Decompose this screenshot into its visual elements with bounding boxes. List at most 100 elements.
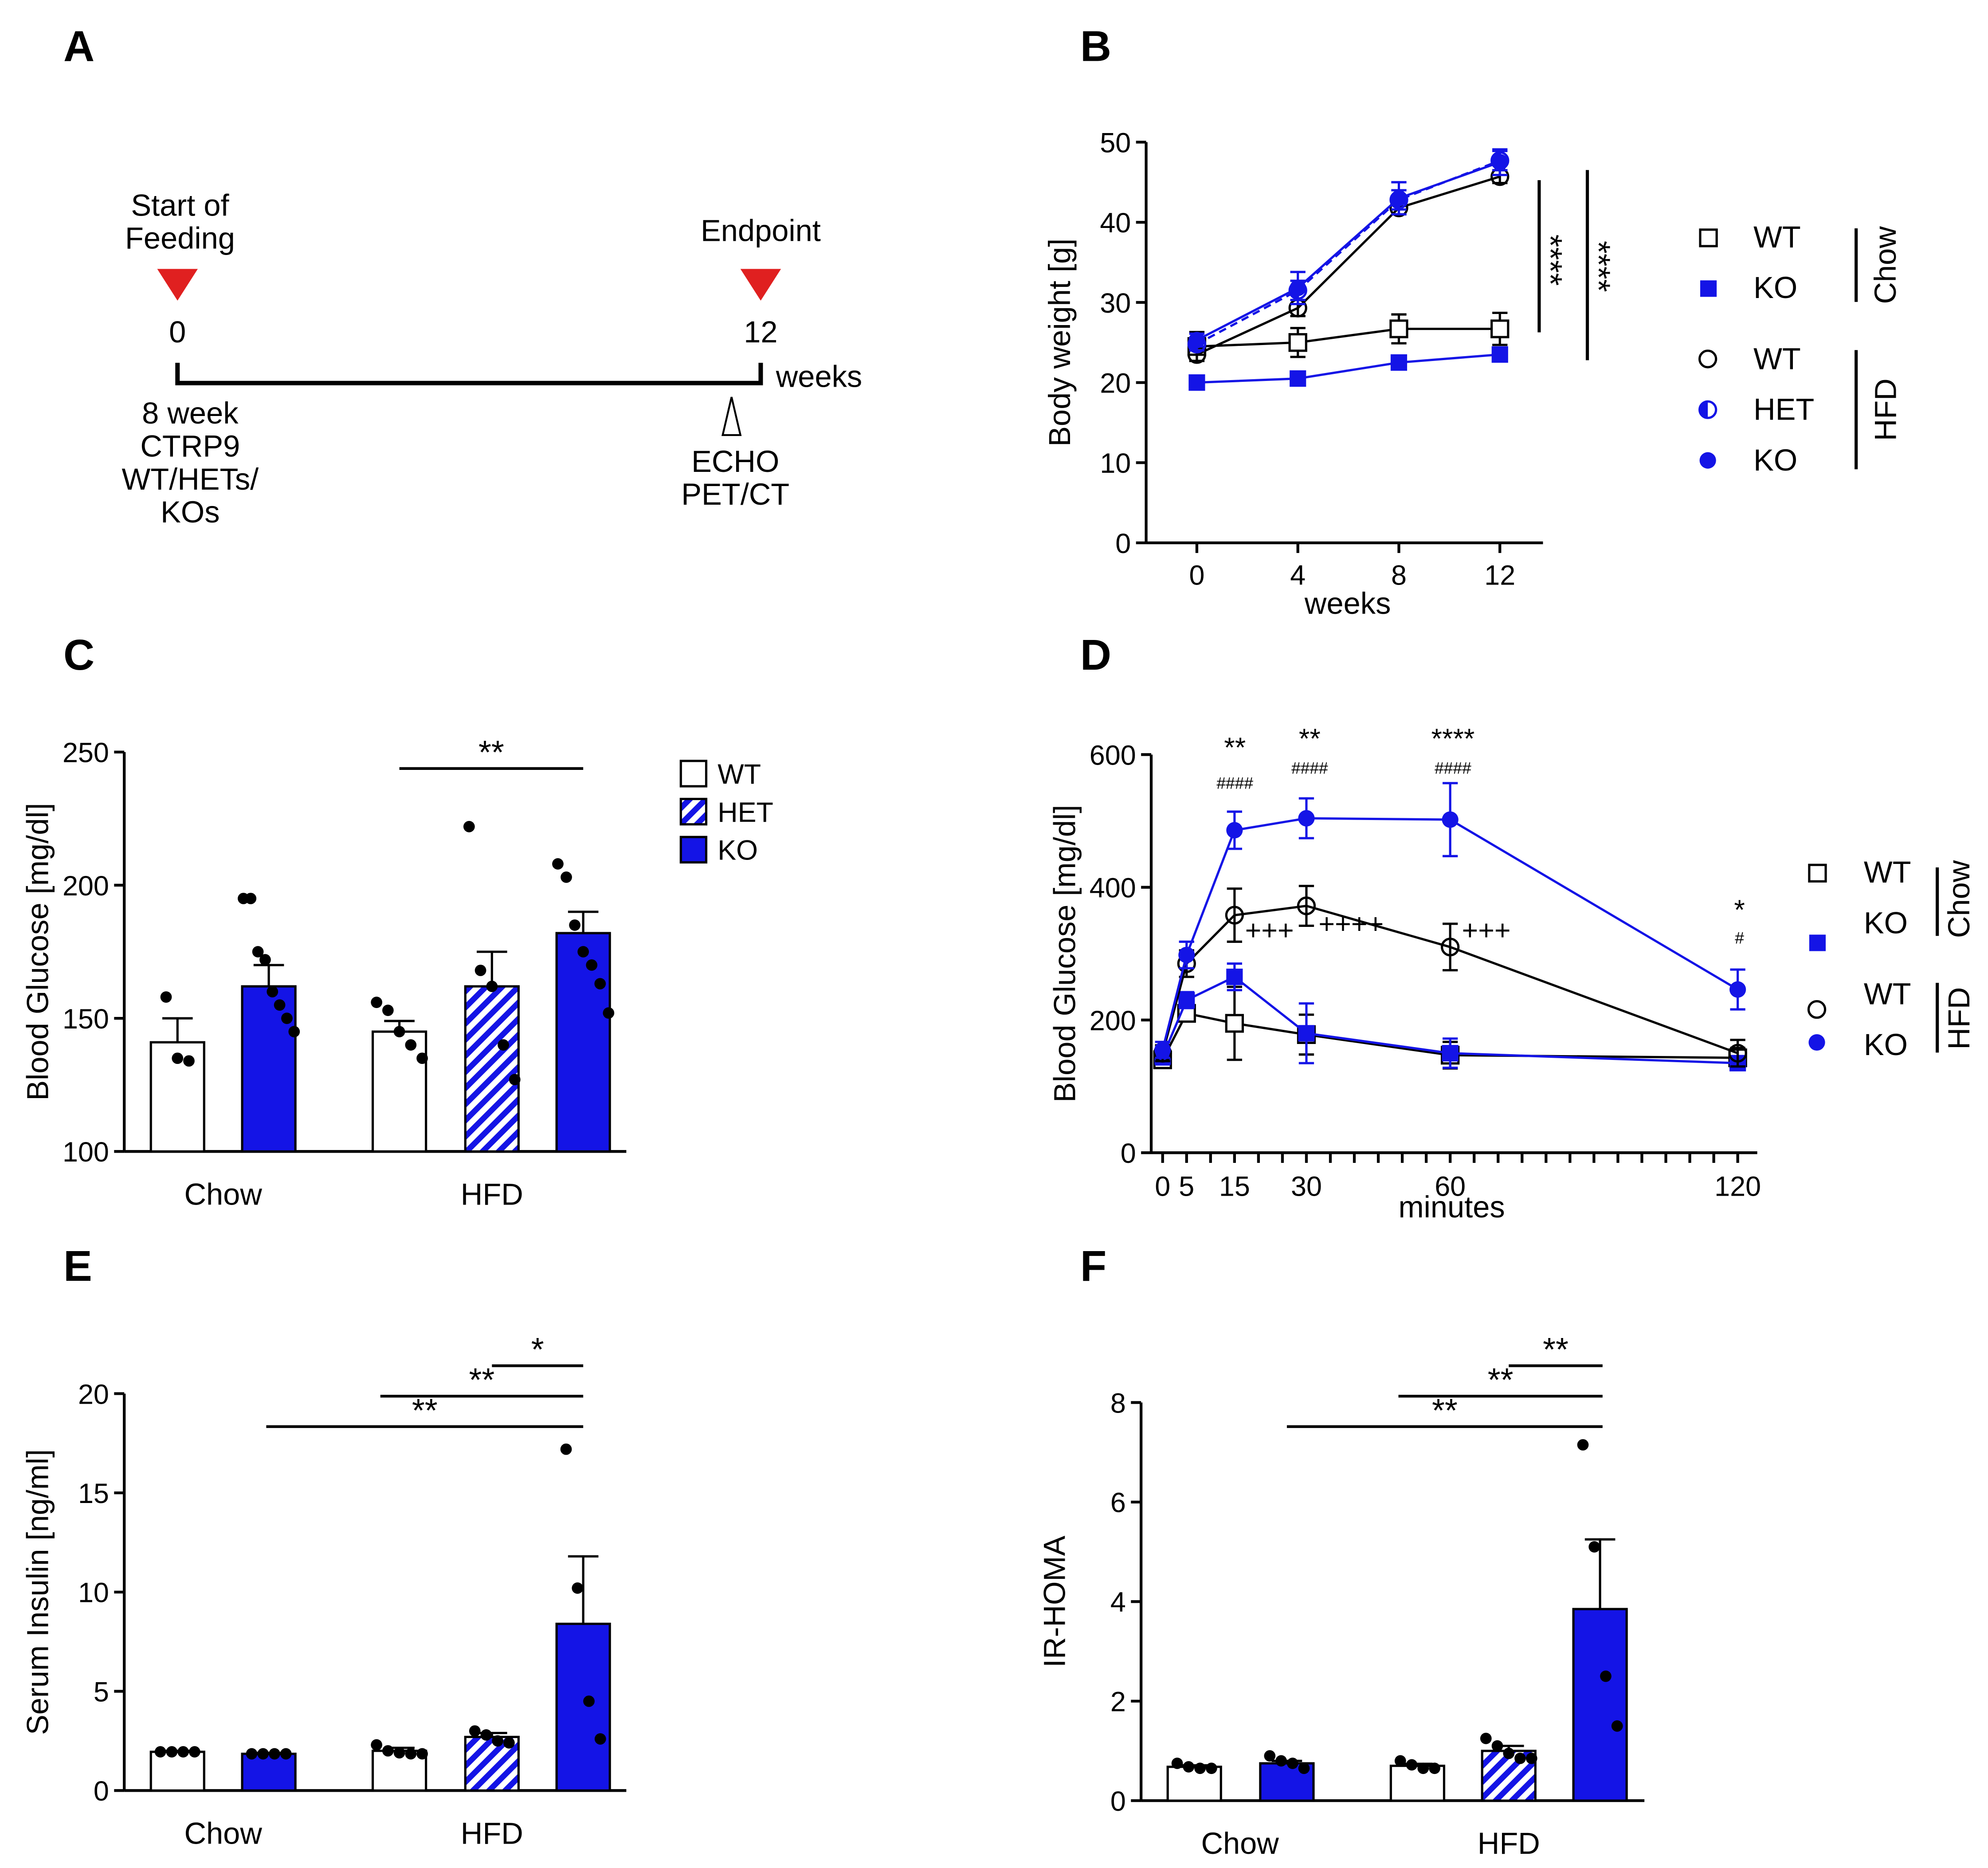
b-y-tick-label: 30 xyxy=(1100,288,1131,319)
f-data-point xyxy=(1394,1755,1406,1767)
chart-c: 100 150 200 250 Blood Glucose [mg/dl] Chow HFD… xyxy=(21,734,627,1211)
measure-line-2: PET/CT xyxy=(681,477,789,511)
c-data-point xyxy=(498,1039,509,1051)
f-data-point xyxy=(1480,1733,1492,1744)
annotation-b-2: **** xyxy=(1580,241,1617,292)
e-bar xyxy=(241,1752,297,1792)
annotation-b-1: **** xyxy=(1532,235,1569,286)
end-tick: 12 xyxy=(744,315,777,349)
d-y-tick-label: 0 xyxy=(1121,1138,1136,1169)
e-data-point xyxy=(594,1733,606,1745)
legend-b-ko-chow: KO xyxy=(1753,271,1797,305)
legend-b: WT KO WT HET KO Chow HFD xyxy=(1698,220,1902,477)
e-bar xyxy=(555,1622,611,1792)
b-series-line xyxy=(1196,159,1501,345)
f-data-point xyxy=(1577,1439,1589,1451)
e-significance-label: ** xyxy=(469,1362,495,1398)
legend-d-chow-group: Chow xyxy=(1942,860,1976,938)
start-label-line-2: Feeding xyxy=(125,221,235,255)
legend-d: WT KO WT KO Chow HFD xyxy=(1807,855,1976,1062)
e-y-tick-label: 15 xyxy=(78,1478,109,1509)
b-data-point xyxy=(1389,319,1408,338)
panel-c: C 100 150 200 250 Blood Glucose [mg/dl] Chow H… xyxy=(21,631,773,1212)
d-series-line xyxy=(1161,817,1738,1050)
panel-b: B 0 10 20 30 40 50 Body weight [g] 0 4 8 12 weeks *… xyxy=(1043,22,1902,621)
e-data-point xyxy=(188,1746,200,1758)
panel-label-c: C xyxy=(63,631,94,679)
c-data-point xyxy=(416,1052,428,1064)
b-y-axis-label: Body weight [g] xyxy=(1043,239,1077,447)
e-y-tick-label: 0 xyxy=(94,1776,109,1807)
e-y-axis-label: Serum Insulin [ng/ml] xyxy=(21,1449,55,1735)
panel-f: F 0 2 4 6 8 IR-HOMA Chow HFD ** ** ** xyxy=(1038,1242,1645,1860)
legend-d-ko-hfd: KO xyxy=(1864,1028,1908,1062)
f-y-tick-label: 0 xyxy=(1110,1786,1126,1817)
c-data-point xyxy=(267,986,278,997)
legend-d-wt-chow: WT xyxy=(1864,855,1911,889)
panel-label-e: E xyxy=(63,1242,92,1290)
legend-c-ko: KO xyxy=(718,835,758,866)
cohort-line-4: KOs xyxy=(161,495,220,529)
b-data-point xyxy=(1290,279,1306,296)
b-y-tick-label: 50 xyxy=(1100,127,1131,158)
d-data-point xyxy=(1226,969,1243,985)
legend-c: WT HET KO xyxy=(679,759,773,866)
f-data-point xyxy=(1600,1670,1612,1682)
legend-b-het-hfd: HET xyxy=(1753,392,1814,427)
annotation-d-30-hash: #### xyxy=(1291,758,1328,777)
f-data-point xyxy=(1264,1750,1276,1762)
legend-c-het-swatch xyxy=(679,797,708,826)
b-x-tick-label: 0 xyxy=(1189,560,1204,591)
annotation-d-120-hash: # xyxy=(1735,928,1744,947)
e-data-point xyxy=(154,1746,166,1758)
e-data-point xyxy=(492,1735,504,1747)
legend-b-wt-chow-marker xyxy=(1699,228,1718,247)
d-x-tick-label: 15 xyxy=(1219,1171,1250,1202)
end-marker-icon xyxy=(740,269,781,301)
d-x-tick-label: 60 xyxy=(1435,1171,1466,1202)
c-y-tick-label: 250 xyxy=(63,738,109,769)
c-data-point xyxy=(463,820,475,832)
f-group-label: Chow xyxy=(1201,1826,1279,1860)
annotation-d-60-star: **** xyxy=(1431,723,1475,754)
b-data-point xyxy=(1290,370,1306,387)
c-data-point xyxy=(486,981,498,992)
c-data-point xyxy=(603,1007,615,1019)
panel-label-d: D xyxy=(1080,631,1111,679)
f-data-point xyxy=(1588,1541,1600,1553)
e-data-point xyxy=(393,1747,405,1759)
f-y-tick-label: 6 xyxy=(1110,1487,1126,1519)
legend-b-ko-chow-marker xyxy=(1700,280,1717,297)
c-bar xyxy=(464,985,520,1153)
d-data-point xyxy=(1225,906,1244,925)
f-data-point xyxy=(1611,1720,1623,1732)
e-data-point xyxy=(572,1582,584,1594)
b-y-tick-label: 10 xyxy=(1100,448,1131,479)
e-group-label: Chow xyxy=(184,1816,262,1850)
legend-b-hfd-group: HFD xyxy=(1868,378,1902,441)
b-y-tick-label: 20 xyxy=(1100,368,1131,399)
e-group-label: HFD xyxy=(461,1816,523,1850)
c-data-point xyxy=(405,1039,417,1051)
e-data-point xyxy=(480,1729,492,1741)
chart-f: 0 2 4 6 8 IR-HOMA Chow HFD ** ** ** xyxy=(1038,1331,1645,1860)
f-data-point xyxy=(1205,1762,1217,1774)
b-x-tick-label: 4 xyxy=(1290,560,1306,591)
panel-label-b: B xyxy=(1080,22,1111,71)
legend-c-ko-swatch xyxy=(679,836,708,864)
e-data-point xyxy=(503,1737,515,1749)
legend-d-wt-hfd-marker xyxy=(1807,1000,1827,1019)
legend-c-wt: WT xyxy=(718,759,761,790)
legend-b-het-hfd-marker xyxy=(1698,400,1717,419)
d-data-point xyxy=(1298,810,1315,827)
legend-d-wt-hfd: WT xyxy=(1864,977,1911,1011)
cohort-line-1: 8 week xyxy=(142,396,239,430)
cohort-line-3: WT/HETs/ xyxy=(122,462,259,496)
annotation-d-60-plus: +++ xyxy=(1462,915,1510,946)
legend-b-ko-hfd: KO xyxy=(1753,443,1797,477)
e-data-point xyxy=(257,1748,269,1760)
d-x-tick-label: 120 xyxy=(1714,1171,1761,1202)
b-data-point xyxy=(1188,332,1205,349)
e-data-point xyxy=(166,1746,178,1758)
